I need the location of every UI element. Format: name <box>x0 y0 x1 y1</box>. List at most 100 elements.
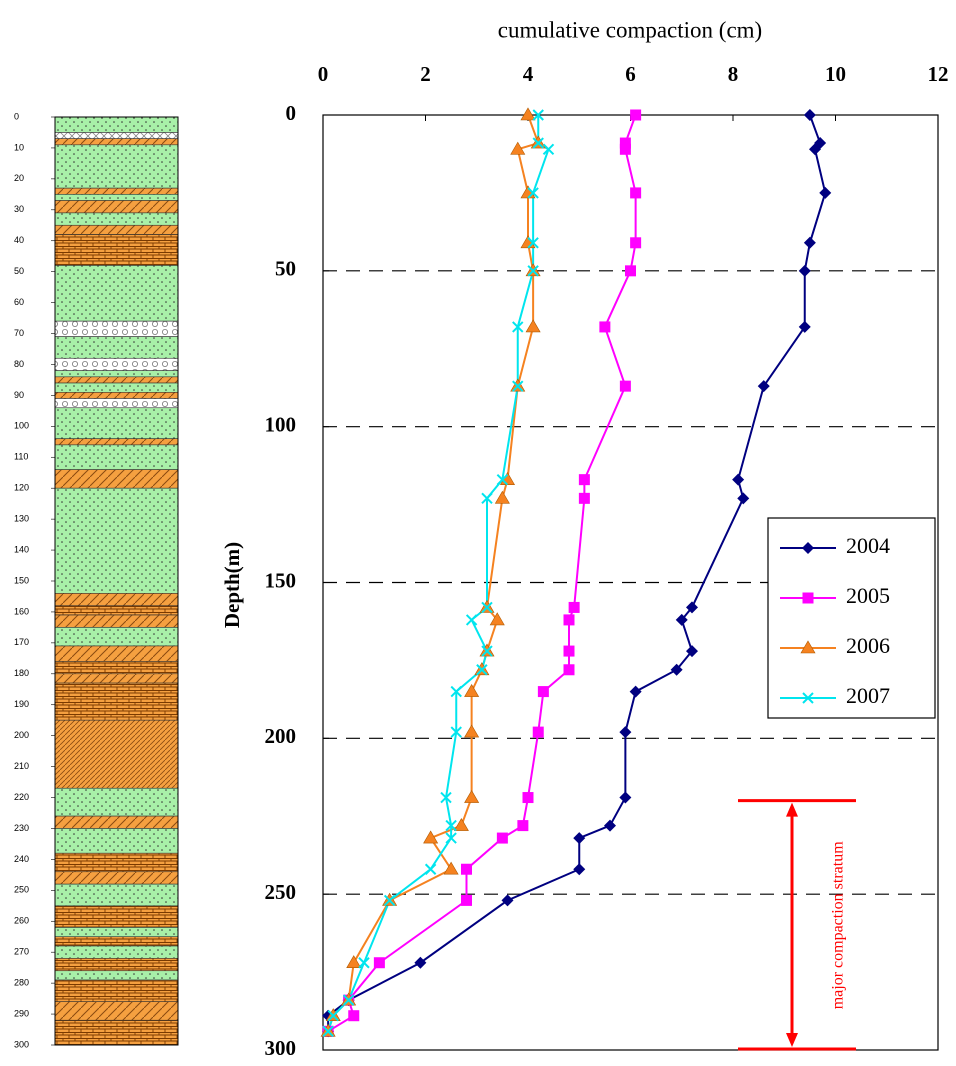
data-point <box>630 237 641 248</box>
data-point <box>538 686 549 697</box>
data-point <box>521 108 535 120</box>
depth-tick-label: 280 <box>14 978 29 988</box>
stratum-layer <box>55 872 178 884</box>
stratum-layer <box>55 661 178 673</box>
depth-tick-label: 80 <box>14 359 24 369</box>
x-tick-label: 8 <box>728 62 739 86</box>
data-point <box>564 646 575 657</box>
annotation-text: major compaction stratum <box>830 841 847 1010</box>
depth-tick-label: 110 <box>14 452 28 462</box>
data-point <box>461 895 472 906</box>
depth-tick-label: 160 <box>14 606 29 616</box>
stratum-layer <box>55 683 178 720</box>
y-axis-label: Depth(m) <box>220 542 244 628</box>
depth-tick-label: 100 <box>14 421 29 431</box>
stratum-layer <box>55 213 178 225</box>
depth-tick-label: 220 <box>14 792 29 802</box>
y-tick-label: 200 <box>265 724 297 748</box>
depth-tick-label: 190 <box>14 699 29 709</box>
stratum-layer <box>55 408 178 439</box>
depth-tick-label: 150 <box>14 575 29 585</box>
data-point <box>374 957 385 968</box>
data-point <box>630 110 641 121</box>
x-tick-label: 0 <box>318 62 329 86</box>
legend-label: 2006 <box>846 633 890 658</box>
data-point <box>517 820 528 831</box>
depth-tick-label: 300 <box>14 1039 29 1049</box>
figure: 0102030405060708090100110120130140150160… <box>0 0 956 1066</box>
depth-tick-label: 60 <box>14 297 24 307</box>
y-tick-label: 100 <box>265 412 297 436</box>
stratum-layer <box>55 946 178 958</box>
stratum-layer <box>55 816 178 828</box>
data-point <box>533 727 544 738</box>
y-tick-label: 150 <box>265 568 297 592</box>
depth-tick-label: 50 <box>14 266 24 276</box>
stratum-layer <box>55 265 178 321</box>
depth-tick-label: 10 <box>14 142 24 152</box>
stratum-layer <box>55 853 178 872</box>
chart-title: cumulative compaction (cm) <box>498 17 762 42</box>
stratum-layer <box>55 377 178 383</box>
depth-tick-label: 230 <box>14 823 29 833</box>
y-tick-label: 300 <box>265 1036 297 1060</box>
data-point <box>523 792 534 803</box>
depth-tick-label: 250 <box>14 885 29 895</box>
stratum-layer <box>55 392 178 398</box>
data-point <box>579 474 590 485</box>
stratum-layer <box>55 488 178 593</box>
stratum-layer <box>55 225 178 234</box>
stratum-layer <box>55 884 178 906</box>
stratum-layer <box>55 470 178 489</box>
stratum-layer <box>55 145 178 188</box>
stratum-layer <box>55 201 178 213</box>
stratum-layer <box>55 971 178 980</box>
data-point <box>620 381 631 392</box>
stratum-layer <box>55 1020 178 1045</box>
depth-tick-label: 40 <box>14 235 24 245</box>
stratum-layer <box>55 927 178 936</box>
x-tick-label: 6 <box>625 62 636 86</box>
stratum-layer <box>55 720 178 788</box>
stratum-layer <box>55 321 178 336</box>
data-point <box>461 864 472 875</box>
data-point <box>579 493 590 504</box>
depth-tick-label: 90 <box>14 390 24 400</box>
stratum-layer <box>55 439 178 445</box>
depth-tick-label: 270 <box>14 947 29 957</box>
y-tick-label: 250 <box>265 880 297 904</box>
stratum-layer <box>55 139 178 145</box>
stratum-layer <box>55 194 178 200</box>
legend-label: 2007 <box>846 683 890 708</box>
stratum-layer <box>55 337 178 359</box>
data-point <box>630 187 641 198</box>
x-tick-label: 2 <box>420 62 431 86</box>
stratum-layer <box>55 358 178 370</box>
stratum-layer <box>55 117 178 132</box>
stratum-layer <box>55 788 178 816</box>
depth-tick-label: 0 <box>14 111 19 121</box>
depth-tick-label: 120 <box>14 483 29 493</box>
stratum-layer <box>55 958 178 970</box>
data-point <box>348 1010 359 1021</box>
legend-marker <box>803 593 814 604</box>
stratum-layer <box>55 615 178 627</box>
stratum-layer <box>55 937 178 946</box>
depth-tick-label: 210 <box>14 761 29 771</box>
data-point <box>564 664 575 675</box>
depth-tick-label: 180 <box>14 668 29 678</box>
depth-tick-label: 140 <box>14 544 29 554</box>
depth-tick-label: 200 <box>14 730 29 740</box>
x-tick-label: 10 <box>825 62 846 86</box>
stratum-layer <box>55 906 178 928</box>
data-point <box>599 321 610 332</box>
y-tick-label: 0 <box>286 101 297 125</box>
stratum-layer <box>55 398 178 407</box>
stratum-layer <box>55 371 178 377</box>
stratum-layer <box>55 1002 178 1021</box>
x-tick-label: 4 <box>523 62 534 86</box>
depth-tick-label: 260 <box>14 916 29 926</box>
depth-tick-label: 130 <box>14 514 29 524</box>
stratum-layer <box>55 606 178 615</box>
legend-label: 2005 <box>846 583 890 608</box>
